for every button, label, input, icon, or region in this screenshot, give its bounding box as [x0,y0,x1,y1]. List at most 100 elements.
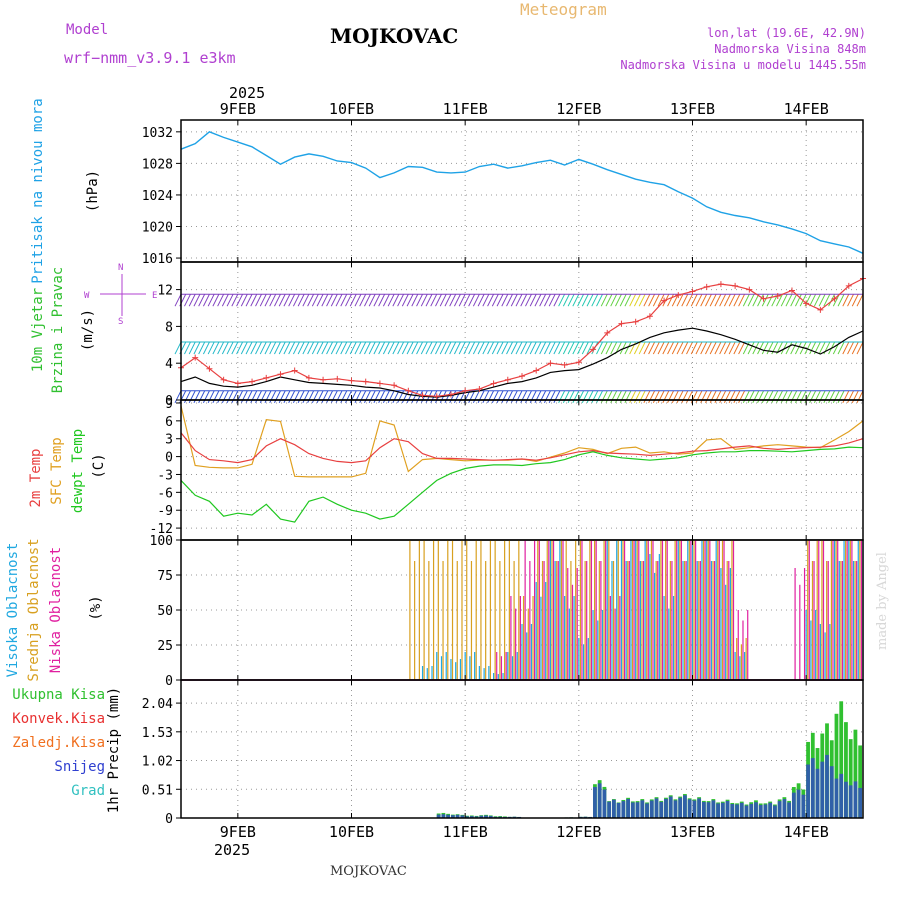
wind-barb [591,390,599,404]
wind-barb [572,293,580,307]
wind-barb [690,293,698,307]
wind-barb [799,390,807,404]
wind-gust-marker [490,380,497,387]
y-tick-label: 50 [157,604,173,619]
wind-gust-marker [234,380,241,387]
wind-barb [397,341,405,355]
wind-barb [662,341,670,355]
wind-barb [553,390,561,404]
wind-barb [790,341,798,355]
wind-barb [278,293,286,307]
snow-precip-bar [484,815,488,818]
snow-precip-bar [664,798,668,818]
altitude-label: Nadmorska Visina 848m [714,42,866,56]
snow-precip-bar [446,814,451,818]
wind-barb [847,390,854,404]
total-precip-bar [858,745,863,818]
top-date-label: 10FEB [329,100,374,118]
wind-barb [501,390,509,404]
wind-barb [174,341,182,355]
wind-gust-marker [277,371,284,378]
snow-precip-bar [616,802,621,818]
wind-barb [747,341,755,355]
compass-w: W [84,291,90,301]
snow-precip-bar [602,789,607,818]
wind-barb [624,341,632,355]
wind-gust-marker [249,378,256,385]
wind-barb [217,341,225,355]
wind-barb [401,293,409,307]
wind-gust-marker [376,380,383,387]
wind-barb [681,390,689,404]
wind-barb [719,293,727,307]
wind-barb [231,341,239,355]
snow-precip-bar [460,815,465,818]
y-tick-label: 12 [157,284,173,299]
wind-barb [818,390,826,404]
snow-precip-bar [711,800,716,818]
mid-cloud-title: Srednja Oblacnost [26,538,42,681]
wind-barb [648,293,656,307]
wind-barb [184,293,191,307]
wind-barb [297,293,305,307]
wind-barb [259,293,267,307]
wind-barb [316,390,324,404]
snow-precip-bar [839,773,844,818]
wind-barb [477,293,485,307]
wind-barb [202,293,210,307]
wind-barb [596,341,603,355]
wind-barb [283,293,291,307]
wind-barb [245,293,253,307]
bottom-date-label: 14FEB [784,823,829,841]
snow-precip-bar [593,787,597,818]
wind-gust-marker [433,393,440,400]
wind-barb [373,341,381,355]
wind-barb [624,390,632,404]
wind-barb [600,341,608,355]
wind-barb [321,341,329,355]
wind-barb [700,341,708,355]
snow-precip-bar [801,794,806,818]
wind-barb [525,390,532,404]
wind-barb [586,293,594,307]
year-top: 2025 [229,84,265,102]
wind-barb [742,293,750,307]
wind-barb [695,341,703,355]
wind-barb [761,293,769,307]
wind-barb [487,293,495,307]
wind-barb [553,293,561,307]
wind-barb [733,341,741,355]
wind-barb [619,390,627,404]
wind-barb [387,293,395,307]
wind-barb [662,390,670,404]
wind-barb [539,390,547,404]
wind-barb [615,293,622,307]
wind-barb [747,390,755,404]
wind-barb [236,293,244,307]
compass-n: N [118,263,123,273]
wind-gust-marker [220,376,227,383]
wind-barb [255,390,262,404]
wind-barb [581,341,589,355]
wind-barb [264,293,272,307]
wind-barb [638,341,646,355]
wind-barb [326,293,334,307]
wind-barb [766,341,774,355]
wind-barb [401,390,409,404]
snow-precip-bar [469,816,474,818]
bottom-date-label: 9FEB [220,823,256,841]
wind-barb [562,341,570,355]
wind-gust-marker [320,376,327,383]
wind-barb [307,293,315,307]
wind-barb [837,341,845,355]
snow-precip-bar [848,785,853,818]
wind-barb [174,293,182,307]
wind-barb [496,293,504,307]
wind-barb [297,341,305,355]
wind-barb [274,390,281,404]
pressure-unit: (hPa) [85,170,101,212]
wind-barb [567,341,575,355]
wind-gust-marker [803,300,810,307]
model-label: Model [66,22,108,38]
snow-precip-bar [668,796,673,818]
